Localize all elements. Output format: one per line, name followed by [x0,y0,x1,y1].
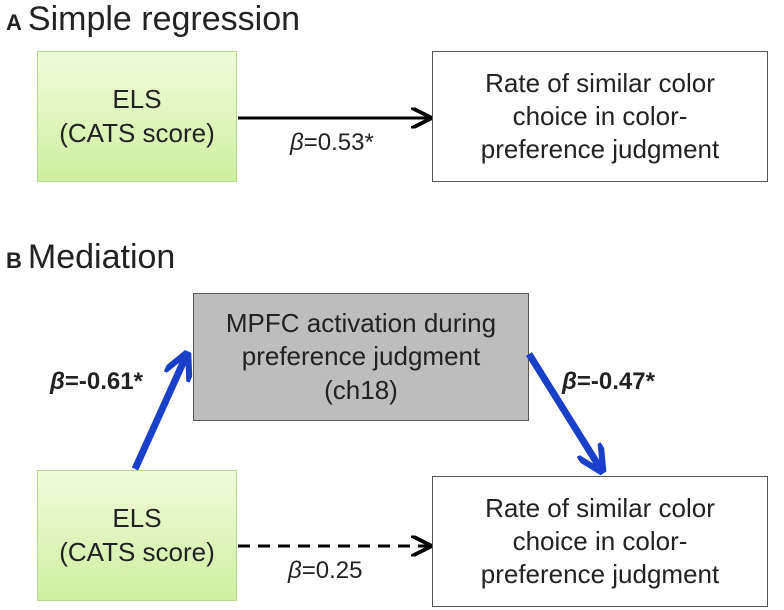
panel-b-predictor-line2: (CATS score) [59,536,215,567]
panel-b-path-a-label: β=-0.61* [50,368,143,396]
panel-b-mediator-line2: preference judgment [241,341,481,372]
panel-b-path-b-beta: β [562,368,577,395]
panel-b-path-a-beta: β [50,368,65,395]
panel-a-path-beta: β [290,129,304,156]
panel-b-mediator-box: MPFC activation during preference judgme… [193,293,529,421]
panel-a-predictor-line1: ELS [112,84,162,115]
panel-a-predictor-box: ELS (CATS score) [37,51,237,182]
panel-b-path-c-label: β=0.25 [288,557,362,585]
panel-b-outcome-line3: preference judgment [480,559,720,590]
panel-b-path-c-value: =0.25 [301,557,363,584]
panel-b-arrow-b [526,352,602,471]
panel-b-outcome-line2: choice in color- [512,525,688,556]
panel-a-outcome-box: Rate of similar color choice in color- p… [432,51,768,182]
panel-a-letter: A [6,10,22,35]
panel-a-path-label: β=0.53* [290,129,374,157]
panel-b-title: B Mediation [6,238,175,277]
panel-a-name: Simple regression [27,0,301,38]
panel-b-outcome-line1: Rate of similar color [485,492,715,523]
panel-b-path-b-value: =-0.47* [576,368,655,395]
panel-a-outcome-line3: preference judgment [480,134,720,165]
panel-b-path-c-beta: β [288,557,302,584]
panel-b-name: Mediation [27,238,176,276]
panel-b-path-b-label: β=-0.47* [562,368,655,396]
panel-b-predictor-box: ELS (CATS score) [37,470,237,601]
panel-a-outcome-line2: choice in color- [512,100,688,131]
panel-b-path-a-value: =-0.61* [64,368,143,395]
panel-b-mediator-line1: MPFC activation during [225,308,497,339]
panel-b-outcome-box: Rate of similar color choice in color- p… [432,476,768,607]
panel-a-path-value: =0.53* [303,129,374,156]
panel-b-predictor-line1: ELS [112,503,162,534]
panel-a-predictor-line2: (CATS score) [59,117,215,148]
panel-b-mediator-line3: (ch18) [324,374,398,405]
panel-a-outcome-line1: Rate of similar color [485,67,715,98]
panel-b-arrow-a [131,354,187,471]
panel-b-letter: B [6,248,22,273]
panel-a-title: A Simple regression [6,0,300,39]
